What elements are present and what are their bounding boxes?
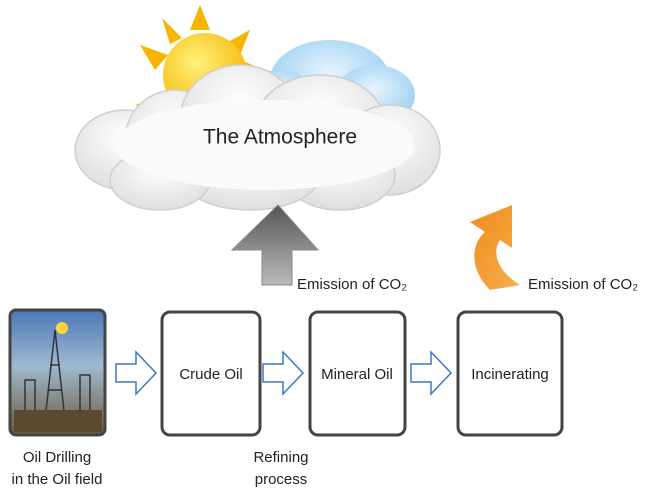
flow-arrow <box>116 352 156 394</box>
emission-label: Emission of CO₂ <box>528 276 638 293</box>
diagram: The Atmosphere Emission of CO₂ Emission … <box>0 0 648 489</box>
step-label: Incinerating <box>471 366 549 383</box>
oil-field-image <box>10 310 105 435</box>
flow-arrow <box>411 352 451 394</box>
caption: Refining <box>253 449 308 466</box>
emission-arrow <box>232 205 318 285</box>
caption: process <box>255 471 308 488</box>
flow-arrow <box>263 352 303 394</box>
step-label: Mineral Oil <box>321 366 393 383</box>
emission-label: Emission of CO₂ <box>297 276 407 293</box>
caption: in the Oil field <box>12 471 103 488</box>
atmosphere-label: The Atmosphere <box>203 126 357 149</box>
caption: Oil Drilling <box>23 449 91 466</box>
emission-arrow <box>470 205 520 290</box>
step-label: Crude Oil <box>179 366 242 383</box>
